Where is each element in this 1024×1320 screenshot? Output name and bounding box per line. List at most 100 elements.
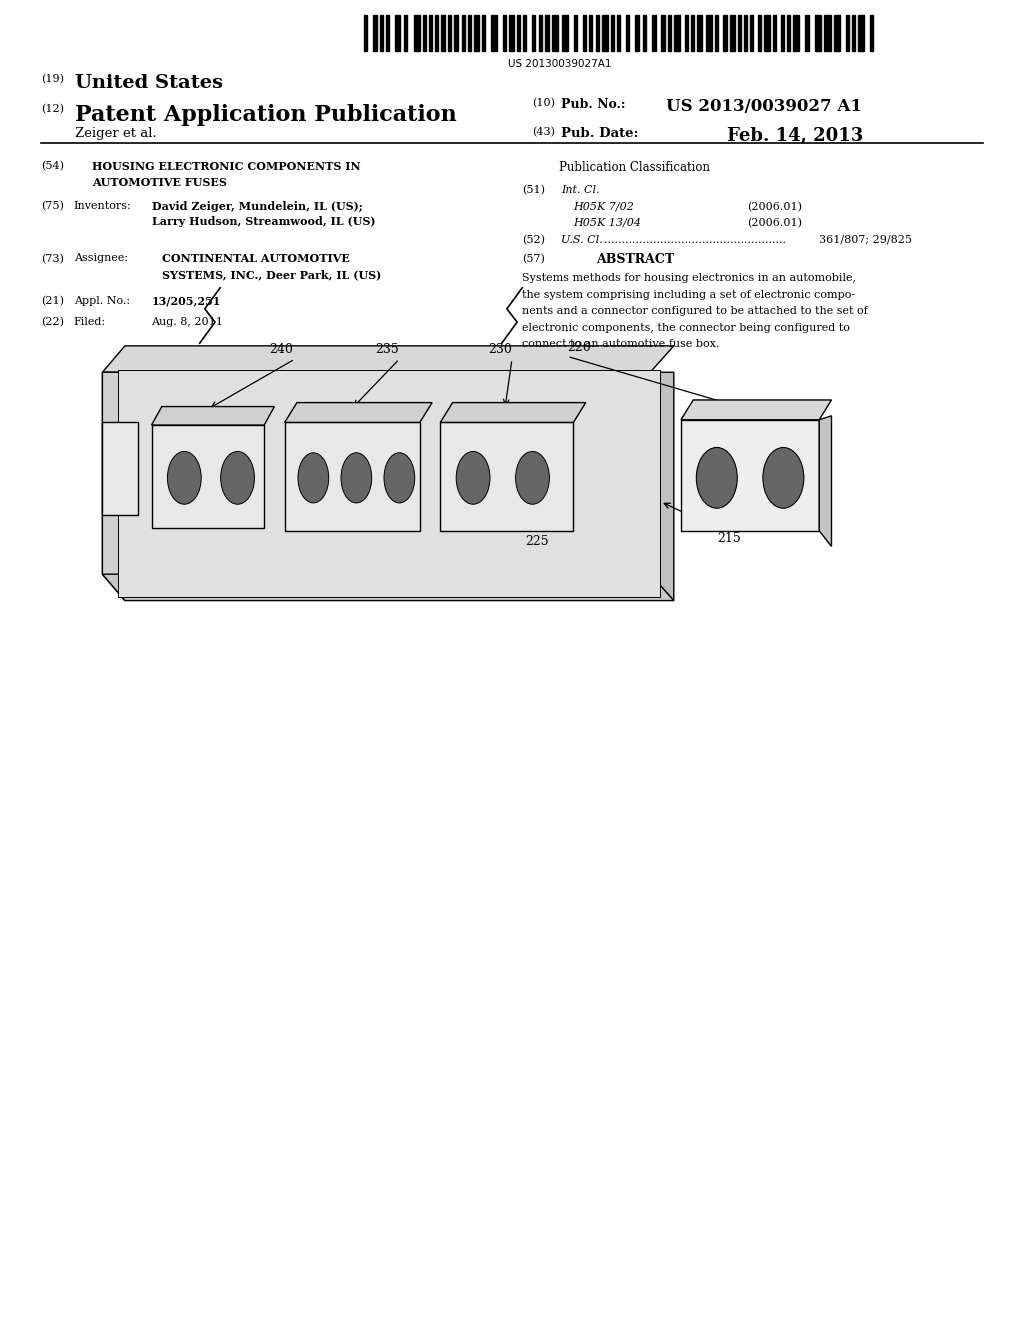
Bar [462,15,465,50]
Bar [846,15,849,50]
Text: (21): (21) [41,296,63,306]
Polygon shape [440,403,586,422]
Text: (52): (52) [522,235,545,246]
Text: Inventors:: Inventors: [74,201,131,211]
Polygon shape [681,400,831,420]
Text: Pub. No.:: Pub. No.: [561,98,626,111]
Ellipse shape [696,447,737,508]
Text: U.S. Cl.: U.S. Cl. [561,235,603,246]
Text: ABSTRACT: ABSTRACT [596,253,674,267]
Bar [441,15,445,50]
Text: Zeiger et al.: Zeiger et al. [75,127,157,140]
Ellipse shape [220,451,254,504]
Text: Feb. 14, 2013: Feb. 14, 2013 [727,127,863,145]
Bar [730,15,735,50]
Text: connect to an automotive fuse box.: connect to an automotive fuse box. [522,339,720,350]
Bar [517,15,520,50]
Polygon shape [152,407,274,425]
Bar [531,15,535,50]
Text: (2006.01): (2006.01) [748,202,803,213]
Bar [635,15,639,50]
Text: 215: 215 [717,532,740,545]
Bar [386,15,389,50]
Bar [610,15,613,50]
Ellipse shape [384,453,415,503]
Text: (75): (75) [41,201,63,211]
Bar [651,15,656,50]
Text: Systems methods for housing electronics in an automobile,: Systems methods for housing electronics … [522,273,856,284]
Bar [435,15,438,50]
Bar [870,15,873,50]
Polygon shape [650,372,674,601]
Bar [758,15,761,50]
Text: (2006.01): (2006.01) [748,218,803,228]
Text: Aug. 8, 2011: Aug. 8, 2011 [152,317,223,327]
Bar [574,15,578,50]
Bar [490,15,497,50]
Bar [562,15,568,50]
Bar [429,15,432,50]
Ellipse shape [167,451,201,504]
Bar [675,15,680,50]
Bar [616,15,620,50]
Bar [546,15,549,50]
Bar [468,15,471,50]
Bar [793,15,799,50]
Bar [852,15,855,50]
Polygon shape [118,370,660,597]
Bar [660,15,666,50]
Bar [786,15,790,50]
Bar [834,15,840,50]
Bar [824,15,830,50]
Text: SYSTEMS, INC., Deer Park, IL (US): SYSTEMS, INC., Deer Park, IL (US) [162,269,381,280]
Text: nents and a connector configured to be attached to the set of: nents and a connector configured to be a… [522,306,868,317]
Polygon shape [440,422,573,531]
Text: H05K 7/02: H05K 7/02 [573,202,634,213]
Bar [805,15,809,50]
Bar [697,15,701,50]
Bar [716,15,718,50]
Polygon shape [681,420,819,531]
Polygon shape [102,372,650,574]
Text: (43): (43) [532,127,555,137]
Bar [723,15,727,50]
Text: 13/205,251: 13/205,251 [152,296,221,306]
Bar [590,15,593,50]
Polygon shape [102,574,674,601]
Text: (73): (73) [41,253,63,264]
Bar [474,15,479,50]
Bar [626,15,629,50]
Text: 235: 235 [375,343,399,356]
Text: Filed:: Filed: [74,317,105,327]
Text: CONTINENTAL AUTOMOTIVE: CONTINENTAL AUTOMOTIVE [162,253,349,264]
Ellipse shape [763,447,804,508]
Bar [455,15,458,50]
Text: 225: 225 [524,535,549,548]
Text: Appl. No.:: Appl. No.: [74,296,130,306]
Text: the system comprising including a set of electronic compo-: the system comprising including a set of… [522,289,855,300]
Text: (22): (22) [41,317,63,327]
Text: H05K 13/04: H05K 13/04 [573,218,641,228]
Bar [373,15,377,50]
Polygon shape [819,416,831,546]
Polygon shape [102,372,125,601]
Text: US 2013/0039027 A1: US 2013/0039027 A1 [666,98,861,115]
Polygon shape [152,425,264,528]
Bar [423,15,426,50]
Bar [751,15,754,50]
Bar [552,15,558,50]
Text: United States: United States [75,74,223,92]
Ellipse shape [341,453,372,503]
Text: Assignee:: Assignee: [74,253,128,264]
Bar [642,15,645,50]
Bar [449,15,452,50]
Text: US 20130039027A1: US 20130039027A1 [508,58,612,69]
Bar [540,15,543,50]
Bar [364,15,367,50]
Bar [503,15,506,50]
Bar [596,15,599,50]
Bar [395,15,400,50]
Bar [744,15,748,50]
Text: Publication Classification: Publication Classification [559,161,711,174]
Polygon shape [102,346,674,372]
